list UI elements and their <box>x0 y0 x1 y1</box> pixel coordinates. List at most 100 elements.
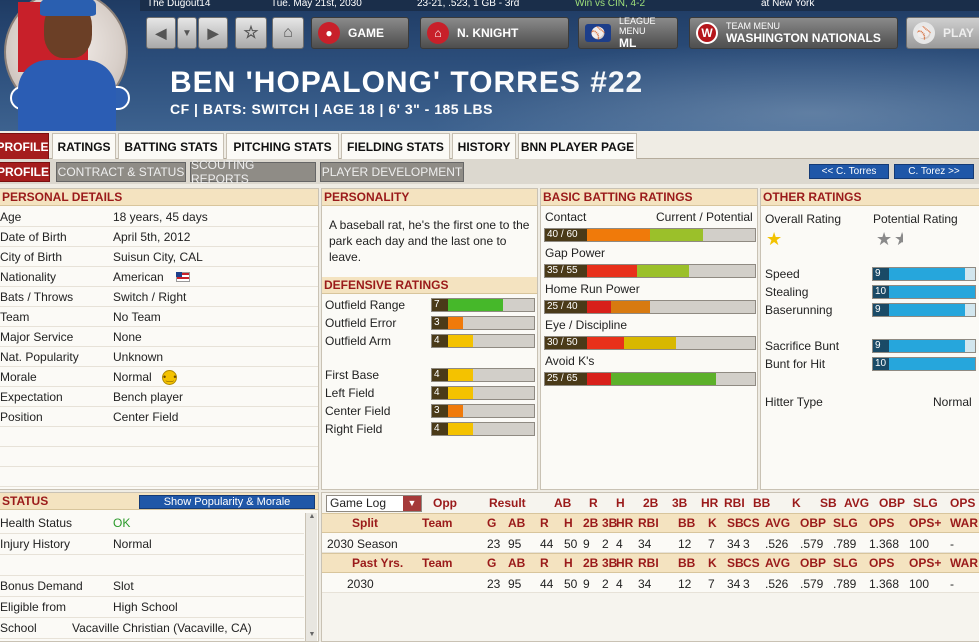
stat-cell: 23 <box>487 577 501 591</box>
other-rating-label: Speed <box>765 267 800 281</box>
stat-cell: .526 <box>765 577 789 591</box>
subtab-contract-status[interactable]: CONTRACT & STATUS <box>56 162 186 182</box>
scroll-up-icon[interactable]: ▲ <box>308 513 316 520</box>
other-rating-bar: 9 <box>872 267 976 281</box>
detail-row-empty <box>0 467 318 487</box>
stat-col-header: AB <box>508 516 526 530</box>
defensive-rating-bar: 7 <box>431 298 535 312</box>
other-bar-fill <box>873 358 975 370</box>
info-record: 23-21, .523, 1 GB - 3rd <box>417 0 520 9</box>
stat-cell: 100 <box>909 537 930 551</box>
game-log-select[interactable]: Game Log ▼ <box>326 495 422 512</box>
next-player-button[interactable]: C. Torez >> <box>894 164 974 179</box>
stat-col-header: SB <box>727 556 744 570</box>
personality-text: A baseball rat, he's the first one to th… <box>329 218 530 264</box>
potential-star-icon: ★ <box>876 229 893 249</box>
other-rating-label: Baserunning <box>765 303 833 317</box>
defensive-value: 4 <box>432 387 448 399</box>
prev-player-button[interactable]: << C. Torres <box>809 164 889 179</box>
subtab-player-development[interactable]: PLAYER DEVELOPMENT <box>320 162 464 182</box>
stat-col-header: 2B <box>583 556 599 570</box>
show-popularity-morale-button[interactable]: Show Popularity & Morale <box>139 495 315 509</box>
detail-row: Expectation Bench player <box>0 387 318 407</box>
status-value: OK <box>113 516 131 530</box>
potential-fill <box>637 265 689 277</box>
detail-label: Major Service <box>0 330 74 344</box>
stat-col-header: 3B <box>602 516 618 530</box>
stat-col-header: G <box>487 556 497 570</box>
league-menu-small: LEAGUE MENU <box>619 16 656 36</box>
status-value: Normal <box>113 537 152 551</box>
batting-label: Home Run Power <box>545 282 640 296</box>
stat-cell: 7 <box>708 577 715 591</box>
other-rating-value: 9 <box>873 268 889 280</box>
detail-row: Date of Birth April 5th, 2012 <box>0 227 318 247</box>
home-button[interactable]: ⌂ <box>272 17 304 49</box>
play-button[interactable]: ⚾ PLAY <box>906 17 979 49</box>
player-photo <box>4 0 130 131</box>
stat-col-header: Team <box>422 516 453 530</box>
tab-bnn-player-page[interactable]: BNN PLAYER PAGE <box>518 133 637 159</box>
detail-value: Switch / Right <box>113 290 187 304</box>
tab-ratings[interactable]: RATINGS <box>52 133 116 159</box>
league-menu-button[interactable]: ⚾ LEAGUE MENU ML <box>578 16 678 50</box>
stat-cell: 34 <box>638 537 652 551</box>
batting-value: 25 / 65 <box>545 373 587 385</box>
tab-batting-stats[interactable]: BATTING STATS <box>118 133 224 159</box>
forward-button[interactable]: ▶ <box>198 17 228 49</box>
other-rating-label: Sacrifice Bunt <box>765 339 840 353</box>
game-log-col-header: OPS <box>950 496 976 510</box>
stat-col-header: HR <box>616 516 634 530</box>
detail-row: Morale Normal •‿• <box>0 367 318 387</box>
detail-value: Normal <box>113 370 152 384</box>
other-rating-value: 10 <box>873 286 889 298</box>
history-dropdown[interactable]: ▼ <box>177 17 197 49</box>
subtab-profile[interactable]: PROFILE <box>0 162 50 182</box>
scroll-down-icon[interactable]: ▼ <box>308 631 316 638</box>
hitter-type-label: Hitter Type <box>765 395 823 409</box>
back-button[interactable]: ◀ <box>146 17 176 49</box>
favorite-button[interactable]: ☆ <box>235 17 267 49</box>
stat-col-header: K <box>708 516 717 530</box>
stat-cell: 3 <box>743 537 750 551</box>
house-icon: ⌂ <box>427 22 449 44</box>
defensive-label: Outfield Range <box>325 298 406 312</box>
stat-cell: 2 <box>602 537 609 551</box>
batting-value: 25 / 40 <box>545 301 587 313</box>
status-scrollbar[interactable]: ▲ ▼ <box>305 513 317 641</box>
game-log-col-header: H <box>616 496 625 510</box>
current-potential-header: Current / Potential <box>656 210 753 224</box>
detail-row-empty <box>0 427 318 447</box>
batting-label: Gap Power <box>545 246 606 260</box>
other-rating-rows: Speed 9 Stealing 10 Baserunning 9 Sacrifice Bu… <box>761 189 979 489</box>
info-date: Tue. May 21st, 2030 <box>271 0 362 9</box>
tab-profile[interactable]: PROFILE <box>0 133 49 159</box>
stat-cell: 12 <box>678 577 692 591</box>
tab-history[interactable]: HISTORY <box>452 133 516 159</box>
stat-cell: 95 <box>508 537 522 551</box>
stat-cell: 1.368 <box>869 537 900 551</box>
detail-value: None <box>113 330 142 344</box>
subtab-scouting-reports[interactable]: SCOUTING REPORTS <box>190 158 316 186</box>
tab-pitching-stats[interactable]: PITCHING STATS <box>226 133 339 159</box>
game-log-col-header: 3B <box>672 496 688 510</box>
manager-label: N. KNIGHT <box>457 26 519 40</box>
info-next-game: at New York <box>761 0 815 9</box>
other-rating-bar: 10 <box>872 357 976 371</box>
detail-label: Nationality <box>0 270 57 284</box>
stat-cell: - <box>950 577 954 591</box>
team-menu-small: TEAM MENU <box>726 21 780 31</box>
game-log-col-header: R <box>589 496 598 510</box>
detail-value: Center Field <box>113 410 179 424</box>
game-menu-button[interactable]: ● GAME <box>311 17 409 49</box>
stat-col-header: WAR <box>950 556 978 570</box>
manager-menu-button[interactable]: ⌂ N. KNIGHT <box>420 17 569 49</box>
batting-value: 35 / 55 <box>545 265 587 277</box>
stat-cell: 2030 Season <box>327 537 398 551</box>
personal-details-title: PERSONAL DETAILS <box>0 189 318 206</box>
team-menu-button[interactable]: W TEAM MENU WASHINGTON NATIONALS <box>689 17 898 49</box>
batting-rating-bar: 25 / 65 <box>544 372 756 386</box>
stat-col-header: SB <box>727 516 744 530</box>
status-label: Health Status <box>0 516 73 530</box>
tab-fielding-stats[interactable]: FIELDING STATS <box>341 133 450 159</box>
